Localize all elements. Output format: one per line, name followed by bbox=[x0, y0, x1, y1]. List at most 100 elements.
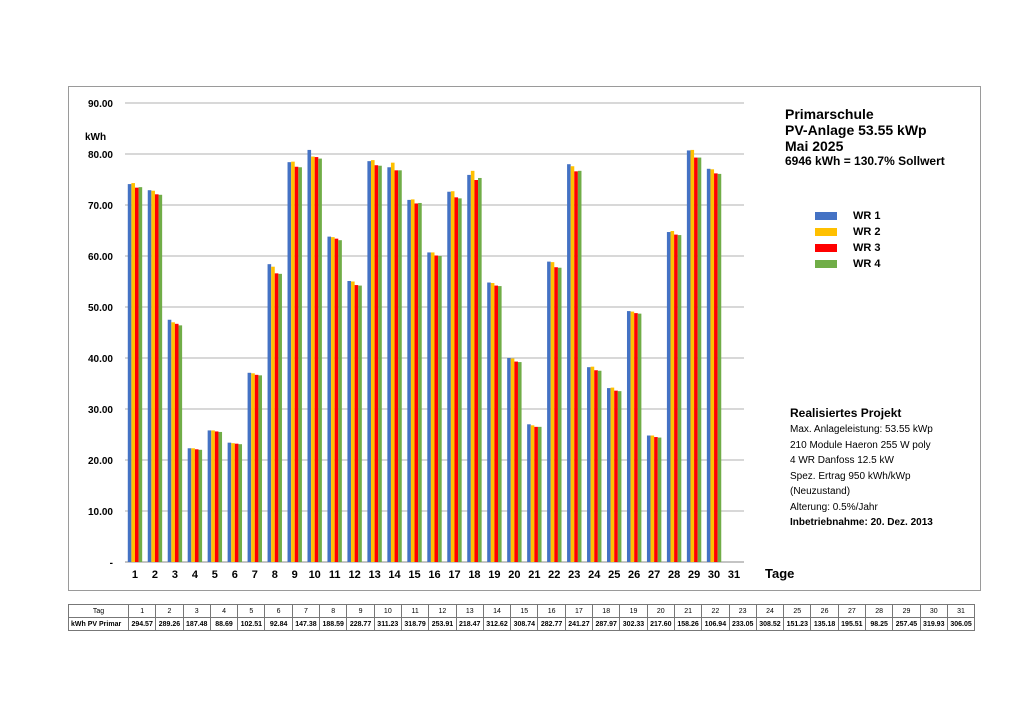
x-tick-label: 10 bbox=[309, 569, 321, 581]
bar-wr4 bbox=[398, 170, 402, 562]
table-value-cell: 287.97 bbox=[592, 617, 621, 631]
bar-wr1 bbox=[427, 252, 431, 562]
legend-swatch-wr3 bbox=[815, 244, 837, 252]
chart-title-block: Primarschule PV-Anlage 53.55 kWp Mai 202… bbox=[785, 106, 945, 168]
bar-wr4 bbox=[438, 256, 442, 562]
table-value-cell: 88.69 bbox=[209, 617, 239, 631]
bar-wr3 bbox=[434, 255, 439, 563]
table-value-cell: 308.52 bbox=[755, 617, 785, 631]
table-value-cell: 195.51 bbox=[837, 617, 867, 631]
table-value-cell: 92.84 bbox=[264, 617, 293, 631]
bar-wr1 bbox=[467, 174, 471, 562]
y-tick-label: 80.00 bbox=[88, 150, 113, 161]
table-day-cell: 28 bbox=[865, 604, 894, 618]
x-tick-label: 28 bbox=[668, 569, 680, 581]
table-value-cell: 158.26 bbox=[673, 617, 703, 631]
bar-wr3 bbox=[594, 370, 598, 562]
y-tick-label: - bbox=[110, 558, 113, 569]
bar-wr4 bbox=[258, 375, 262, 562]
table-day-cell: 13 bbox=[455, 604, 484, 618]
bar-wr2 bbox=[171, 322, 175, 562]
bar-wr4 bbox=[138, 187, 143, 562]
table-day-cell: 16 bbox=[537, 604, 566, 618]
y-tick-label: 10.00 bbox=[88, 507, 113, 518]
x-tick-label: 22 bbox=[548, 569, 560, 581]
table-header-label: Tag bbox=[68, 604, 129, 618]
bar-wr4 bbox=[338, 240, 342, 562]
table-day-cell: 15 bbox=[510, 604, 539, 618]
table-day-cell: 2 bbox=[155, 604, 184, 618]
bar-wr3 bbox=[494, 285, 498, 562]
bar-wr4 bbox=[677, 235, 682, 562]
bar-wr2 bbox=[191, 448, 195, 562]
bar-wr2 bbox=[510, 358, 515, 562]
bar-wr2 bbox=[331, 237, 335, 562]
x-tick-label: 18 bbox=[468, 569, 480, 581]
bar-wr1 bbox=[547, 261, 551, 562]
bar-wr3 bbox=[154, 194, 159, 562]
table-value-cell: 106.94 bbox=[701, 617, 730, 631]
x-tick-label: 8 bbox=[272, 569, 278, 581]
table-day-cell: 6 bbox=[264, 604, 293, 618]
bar-wr4 bbox=[657, 437, 662, 562]
bar-wr2 bbox=[151, 190, 155, 562]
table-day-cell: 4 bbox=[209, 604, 239, 618]
bar-wr1 bbox=[646, 435, 651, 562]
table-value-cell: 311.23 bbox=[373, 617, 402, 631]
bar-wr1 bbox=[287, 162, 292, 562]
bar-wr4 bbox=[238, 444, 243, 562]
bar-wr3 bbox=[574, 171, 578, 562]
x-tick-label: 7 bbox=[252, 569, 258, 581]
bar-wr1 bbox=[487, 282, 491, 562]
table-day-cell: 11 bbox=[400, 604, 430, 618]
table-day-cell: 27 bbox=[837, 604, 867, 618]
table-day-cell: 21 bbox=[673, 604, 703, 618]
x-tick-label: 15 bbox=[408, 569, 420, 581]
x-tick-label: 6 bbox=[232, 569, 238, 581]
x-tick-label: 12 bbox=[349, 569, 361, 581]
bar-wr1 bbox=[626, 311, 631, 562]
bar-wr2 bbox=[690, 149, 695, 563]
table-day-cell: 25 bbox=[783, 604, 812, 618]
table-day-cell: 19 bbox=[619, 604, 648, 618]
table-value-cell: 253.91 bbox=[428, 617, 457, 631]
bar-wr1 bbox=[587, 367, 591, 562]
table-day-cell: 7 bbox=[291, 604, 321, 618]
bar-wr3 bbox=[514, 361, 518, 562]
table-value-cell: 312.62 bbox=[482, 617, 512, 631]
bar-wr4 bbox=[358, 285, 362, 562]
legend-item-wr2: WR 2 bbox=[815, 224, 881, 240]
bar-wr1 bbox=[267, 264, 272, 562]
bar-wr3 bbox=[394, 170, 399, 562]
x-tick-label: 26 bbox=[628, 569, 640, 581]
x-tick-label: 29 bbox=[688, 569, 700, 581]
bar-wr1 bbox=[407, 199, 411, 562]
x-tick-label: 2 bbox=[152, 569, 158, 581]
table-day-cell: 1 bbox=[127, 604, 157, 618]
table-value-cell: 319.93 bbox=[919, 617, 948, 631]
bar-wr1 bbox=[187, 448, 192, 562]
table-value-cell: 135.18 bbox=[810, 617, 839, 631]
bar-wr2 bbox=[610, 387, 615, 562]
bar-wr3 bbox=[454, 197, 459, 562]
bar-wr3 bbox=[354, 285, 359, 562]
table-value-cell: 306.05 bbox=[946, 617, 976, 631]
bar-wr4 bbox=[697, 157, 702, 562]
legend-swatch-wr1 bbox=[815, 212, 837, 220]
legend-swatch-wr2 bbox=[815, 228, 837, 236]
table-value-cell: 294.57 bbox=[127, 617, 157, 631]
bar-wr3 bbox=[674, 234, 678, 562]
x-tick-label: 11 bbox=[329, 569, 341, 581]
table-day-cell: 30 bbox=[919, 604, 948, 618]
y-tick-label: 90.00 bbox=[88, 99, 113, 110]
bar-wr3 bbox=[234, 443, 239, 562]
table-value-cell: 217.60 bbox=[646, 617, 675, 631]
y-axis-label: kWh bbox=[85, 132, 106, 143]
legend-label-wr2: WR 2 bbox=[853, 226, 881, 238]
bar-wr1 bbox=[666, 232, 671, 562]
bar-wr3 bbox=[614, 390, 618, 562]
bar-wr4 bbox=[298, 167, 302, 562]
bar-wr4 bbox=[198, 449, 203, 562]
bar-wr4 bbox=[717, 173, 722, 562]
bar-wr4 bbox=[637, 313, 642, 562]
